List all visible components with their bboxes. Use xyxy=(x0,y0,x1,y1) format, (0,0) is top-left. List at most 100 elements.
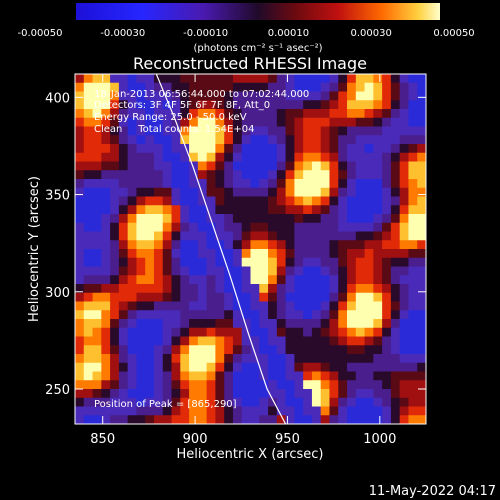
heatmap-cell xyxy=(399,170,409,180)
heatmap-cell xyxy=(171,135,181,145)
heatmap-cell xyxy=(268,117,278,127)
heatmap-cell xyxy=(276,117,287,127)
heatmap-cell xyxy=(110,354,120,364)
heatmap-cell xyxy=(197,214,208,224)
heatmap-cell xyxy=(408,135,418,145)
heatmap-cell xyxy=(373,152,383,162)
heatmap-cell xyxy=(180,389,190,399)
heatmap-cell xyxy=(250,91,260,101)
heatmap-cell xyxy=(189,380,199,390)
heatmap-cell xyxy=(303,336,313,346)
heatmap-cell xyxy=(224,179,234,189)
heatmap-cell xyxy=(215,301,225,311)
heatmap-cell xyxy=(232,301,243,311)
heatmap-cell xyxy=(320,100,330,110)
heatmap-cell xyxy=(153,327,164,337)
heatmap-cell xyxy=(417,82,426,92)
heatmap-cell xyxy=(364,336,374,346)
heatmap-cell xyxy=(268,179,278,189)
footer-timestamp: 11-May-2022 04:17 xyxy=(369,484,496,499)
heatmap-cell xyxy=(390,345,401,355)
heatmap-cell xyxy=(189,292,199,302)
heatmap-cell xyxy=(390,222,401,232)
heatmap-cell xyxy=(162,371,172,381)
heatmap-cell xyxy=(417,91,426,101)
heatmap-cell xyxy=(145,336,155,346)
heatmap-cell xyxy=(232,82,243,92)
heatmap-cell xyxy=(118,362,129,372)
heatmap-cell xyxy=(276,231,287,241)
heatmap-cell xyxy=(241,231,251,241)
heatmap-cell xyxy=(127,187,137,197)
heatmap-cell xyxy=(347,231,357,241)
heatmap-cell xyxy=(417,327,426,337)
heatmap-cell xyxy=(153,266,164,276)
heatmap-cell xyxy=(355,249,365,259)
heatmap-cell xyxy=(92,362,102,372)
heatmap-cell xyxy=(250,354,260,364)
heatmap-cell xyxy=(92,231,102,241)
heatmap-cell xyxy=(373,91,383,101)
heatmap-cell xyxy=(320,371,330,381)
heatmap-cell xyxy=(180,319,190,329)
heatmap-cell xyxy=(268,266,278,276)
heatmap-cell xyxy=(162,214,172,224)
heatmap-cell xyxy=(180,415,190,424)
colorbar-ticks: -0.00050 -0.00030 -0.00010 0.00010 0.00030 0.… xyxy=(18,28,475,39)
heatmap-cell xyxy=(311,301,322,311)
heatmap-cell xyxy=(180,214,190,224)
heatmap-cell xyxy=(127,310,137,320)
heatmap-cell xyxy=(92,126,102,136)
heatmap-cell xyxy=(189,170,199,180)
heatmap-cell xyxy=(338,74,348,84)
heatmap-cell xyxy=(285,152,295,162)
heatmap-cell xyxy=(355,152,365,162)
heatmap-cell xyxy=(250,100,260,110)
heatmap-cell xyxy=(355,354,365,364)
heatmap-cell xyxy=(294,362,304,372)
heatmap-cell xyxy=(232,196,243,206)
heatmap-cell xyxy=(259,257,269,267)
heatmap-cell xyxy=(276,82,287,92)
heatmap-cell xyxy=(390,161,401,171)
heatmap-cell xyxy=(417,126,426,136)
heatmap-cell xyxy=(382,205,392,215)
heatmap-cell xyxy=(224,117,234,127)
heatmap-cell xyxy=(311,354,322,364)
heatmap-cell xyxy=(294,205,304,215)
heatmap-cell xyxy=(311,170,322,180)
heatmap-cell xyxy=(417,415,426,424)
heatmap-cell xyxy=(206,292,216,302)
heatmap-cell xyxy=(408,345,418,355)
heatmap-cell xyxy=(206,266,216,276)
heatmap-cell xyxy=(355,327,365,337)
heatmap-cell xyxy=(215,91,225,101)
heatmap-cell xyxy=(83,301,93,311)
heatmap-cell xyxy=(285,284,295,294)
heatmap-cell xyxy=(347,161,357,171)
heatmap-cell xyxy=(268,109,278,119)
heatmap-cell xyxy=(355,100,365,110)
heatmap-cell xyxy=(153,222,164,232)
heatmap-cell xyxy=(136,100,146,110)
heatmap-cell xyxy=(118,380,129,390)
heatmap-cell xyxy=(268,275,278,285)
heatmap-cell xyxy=(101,205,111,215)
heatmap-cell xyxy=(399,257,409,267)
heatmap-cell xyxy=(294,170,304,180)
heatmap-cell xyxy=(285,275,295,285)
heatmap-cell xyxy=(224,345,234,355)
heatmap-cell xyxy=(311,327,322,337)
heatmap-cell xyxy=(329,345,339,355)
heatmap-cell xyxy=(232,292,243,302)
heatmap-cell xyxy=(189,74,199,84)
heatmap-cell xyxy=(329,205,339,215)
heatmap-cell xyxy=(347,371,357,381)
heatmap-cell xyxy=(276,336,287,346)
heatmap-cell xyxy=(294,231,304,241)
heatmap-cell xyxy=(364,231,374,241)
heatmap-cell xyxy=(338,214,348,224)
heatmap-cell xyxy=(241,257,251,267)
heatmap-cell xyxy=(311,257,322,267)
heatmap-cell xyxy=(311,196,322,206)
